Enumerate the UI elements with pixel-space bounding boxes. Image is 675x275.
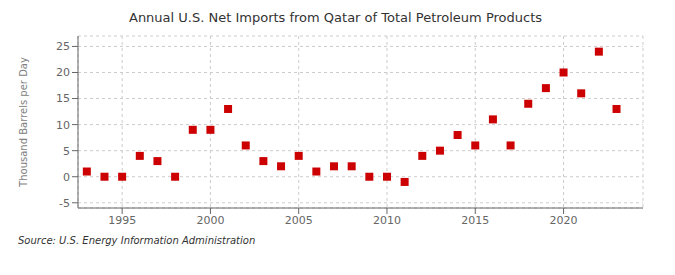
- svg-text:0: 0: [63, 171, 70, 184]
- svg-text:2015: 2015: [461, 214, 489, 227]
- svg-text:5: 5: [63, 145, 70, 158]
- svg-text:25: 25: [56, 40, 70, 53]
- svg-text:Thousand Barrels per Day: Thousand Barrels per Day: [18, 57, 29, 188]
- svg-text:-5: -5: [59, 197, 70, 210]
- svg-text:2005: 2005: [285, 214, 313, 227]
- svg-text:20: 20: [56, 66, 70, 79]
- svg-text:2000: 2000: [196, 214, 224, 227]
- svg-text:2010: 2010: [373, 214, 401, 227]
- html-text:Annual U.S. Net Imports from Q: Annual U.S. Net Imports from Qatar of To…: [129, 10, 542, 25]
- svg-text:15: 15: [56, 92, 70, 105]
- svg-text:1995: 1995: [108, 214, 136, 227]
- svg-text:10: 10: [56, 119, 70, 132]
- svg-text:2020: 2020: [550, 214, 578, 227]
- html-text:Source: U.S. Energy Informatio: Source: U.S. Energy Information Administ…: [18, 235, 256, 246]
